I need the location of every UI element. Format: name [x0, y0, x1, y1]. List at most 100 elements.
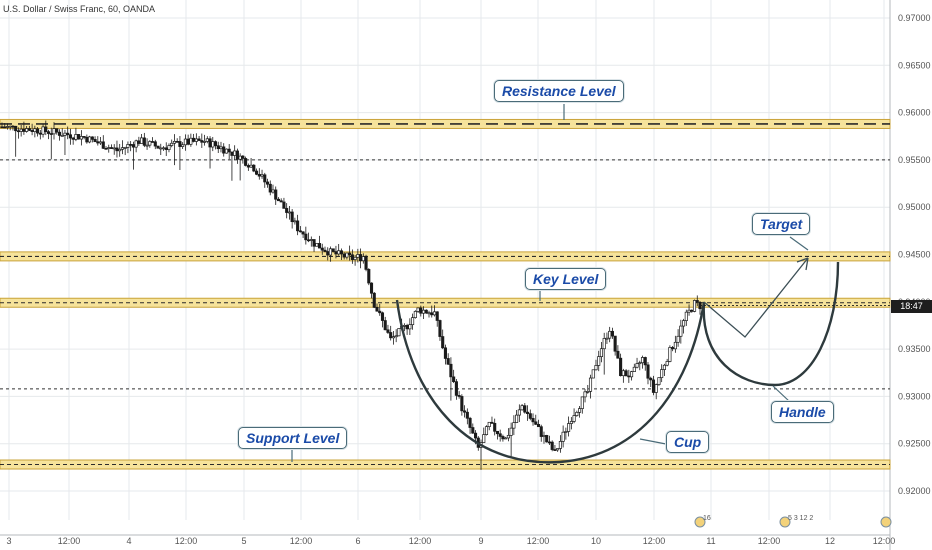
candle-body [304, 233, 308, 241]
event-flag-icon [694, 516, 706, 528]
candle-body [55, 128, 59, 133]
x-tick-label: 12:00 [409, 536, 432, 546]
candle-body [638, 362, 642, 365]
candle-body [104, 148, 108, 150]
callout-cup[interactable]: Cup [666, 431, 710, 453]
candle-body [427, 312, 431, 315]
callout-pointer [772, 385, 791, 403]
candle-body [263, 174, 267, 183]
candle-body [457, 395, 461, 397]
candle-body [260, 174, 264, 177]
candle-body [473, 432, 478, 439]
candle-body [482, 434, 486, 443]
candle-body [443, 347, 447, 359]
candle-body [375, 306, 379, 312]
candle-body [186, 138, 190, 145]
candle-body [161, 147, 166, 150]
candle-body [312, 239, 316, 247]
candle-body [553, 449, 557, 451]
candle-body [145, 144, 149, 147]
x-tick-label: 12:00 [527, 536, 550, 546]
candle-body [208, 138, 212, 148]
candle-body [520, 405, 524, 411]
candle-body [594, 365, 598, 371]
x-tick-label: 12:00 [290, 536, 313, 546]
candle-body [361, 256, 365, 262]
candle-body [682, 320, 686, 327]
cup-curve [395, 299, 706, 464]
candle-body [77, 134, 81, 140]
callout-key-level[interactable]: Key Level [525, 268, 607, 290]
candle-body [30, 130, 34, 132]
callout-pointer [639, 438, 667, 445]
candle-body [493, 422, 497, 432]
candle-body [411, 317, 415, 326]
callout-target[interactable]: Target [752, 213, 811, 235]
candle-body [610, 330, 614, 337]
candle-body [172, 141, 176, 144]
candle-body [528, 413, 532, 419]
projection-path [703, 257, 809, 338]
candle-body [449, 363, 453, 378]
candle-body [671, 347, 675, 350]
candle-body [446, 358, 450, 365]
candle-body [484, 426, 489, 435]
candle-body [597, 356, 601, 366]
candle-body [153, 141, 157, 147]
candle-body [369, 282, 374, 294]
candle-body [391, 336, 395, 339]
candle-body [452, 376, 456, 383]
candle-body [337, 250, 341, 255]
candle-body [526, 411, 530, 414]
y-tick-label: 0.95500 [898, 155, 931, 165]
candle-body [150, 141, 155, 143]
candle-body [564, 431, 568, 433]
candle-body [569, 421, 573, 424]
candle-body [334, 251, 338, 255]
candle-body [118, 148, 122, 152]
callout-support-level[interactable]: Support Level [238, 427, 348, 449]
candle-body [164, 147, 168, 150]
x-tick-label: 11 [706, 536, 715, 546]
candle-body [364, 256, 368, 270]
x-tick-label: 12:00 [873, 536, 896, 546]
callout-handle[interactable]: Handle [771, 401, 834, 423]
candle-body [578, 408, 582, 413]
candle-body [531, 418, 535, 423]
candle-body [331, 248, 335, 252]
candle-body [465, 411, 469, 419]
candle-body [421, 309, 426, 314]
y-tick-label: 0.95000 [898, 202, 931, 212]
candle-body [386, 329, 390, 333]
x-tick-label: 12 [825, 536, 835, 546]
candle-body [38, 132, 42, 135]
candle-body [181, 144, 185, 147]
candle-body [233, 150, 237, 156]
candle-body [350, 254, 354, 260]
candle-body [219, 146, 223, 150]
candle-body [11, 125, 15, 128]
candle-body [126, 144, 130, 148]
candle-body [359, 254, 363, 262]
candle-body [498, 433, 502, 437]
candle-body [380, 312, 385, 321]
callout-resistance-level[interactable]: Resistance Level [494, 80, 624, 102]
candle-body [402, 325, 406, 327]
candle-body [389, 332, 393, 339]
candle-body [662, 364, 666, 370]
candle-body [274, 189, 278, 200]
candle-body [326, 251, 330, 256]
y-tick-label: 0.92000 [898, 486, 931, 496]
candle-body [57, 131, 62, 136]
candle-body [460, 396, 464, 412]
candle-body [235, 150, 239, 160]
candle-body [315, 243, 319, 247]
candle-body [501, 436, 505, 440]
candle-body [238, 155, 242, 160]
candle-body [438, 320, 442, 337]
candle-body [22, 128, 26, 132]
candle-body [41, 126, 45, 135]
candle-body [345, 252, 349, 258]
candle-body [88, 136, 92, 143]
